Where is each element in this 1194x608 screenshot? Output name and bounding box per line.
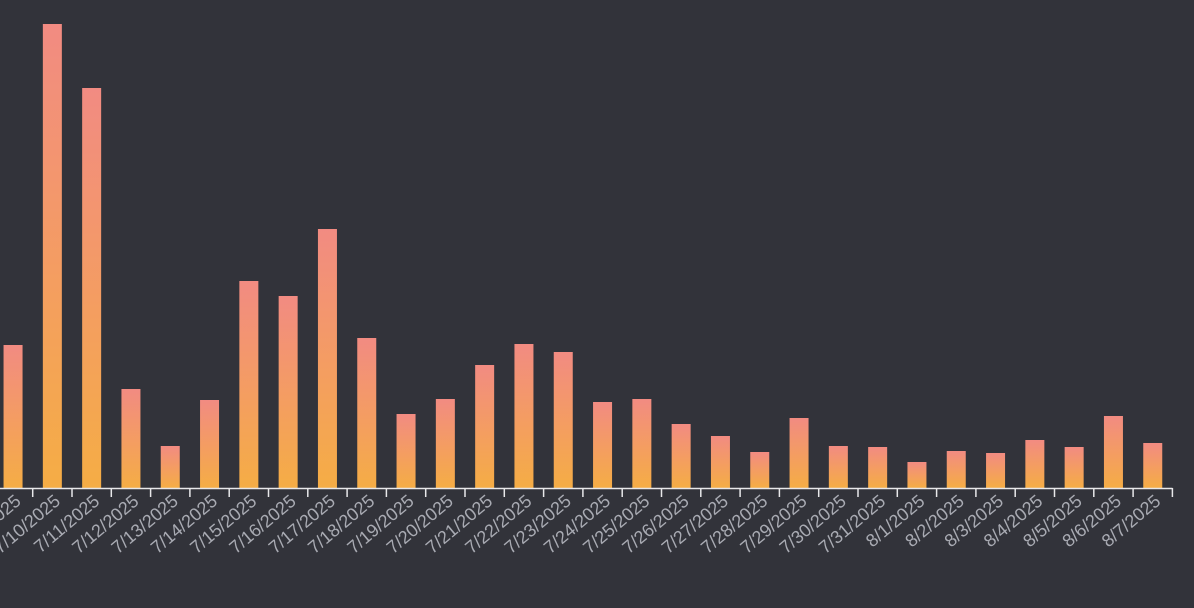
bar (946, 451, 966, 488)
bar (42, 24, 62, 488)
bar (82, 88, 102, 488)
bar (907, 462, 927, 488)
bar (514, 344, 534, 488)
bar (435, 399, 455, 488)
bar (239, 281, 259, 488)
bar (1143, 443, 1163, 488)
bar (278, 296, 298, 488)
bar (396, 414, 416, 488)
bar (357, 338, 377, 488)
bar (1103, 416, 1123, 488)
bar (3, 345, 23, 488)
bar (317, 229, 337, 488)
bar (1064, 447, 1084, 488)
bar (868, 447, 888, 488)
bar (710, 436, 730, 488)
bar (553, 352, 573, 488)
bar (1025, 440, 1045, 488)
bar (121, 389, 141, 488)
bar (671, 424, 691, 488)
bar (750, 452, 770, 488)
bar (828, 446, 848, 488)
bar (160, 446, 180, 488)
bar (632, 399, 652, 488)
bar (593, 402, 613, 488)
bar (789, 418, 809, 488)
bar (475, 365, 495, 488)
bar (200, 400, 220, 488)
bar (986, 453, 1006, 488)
